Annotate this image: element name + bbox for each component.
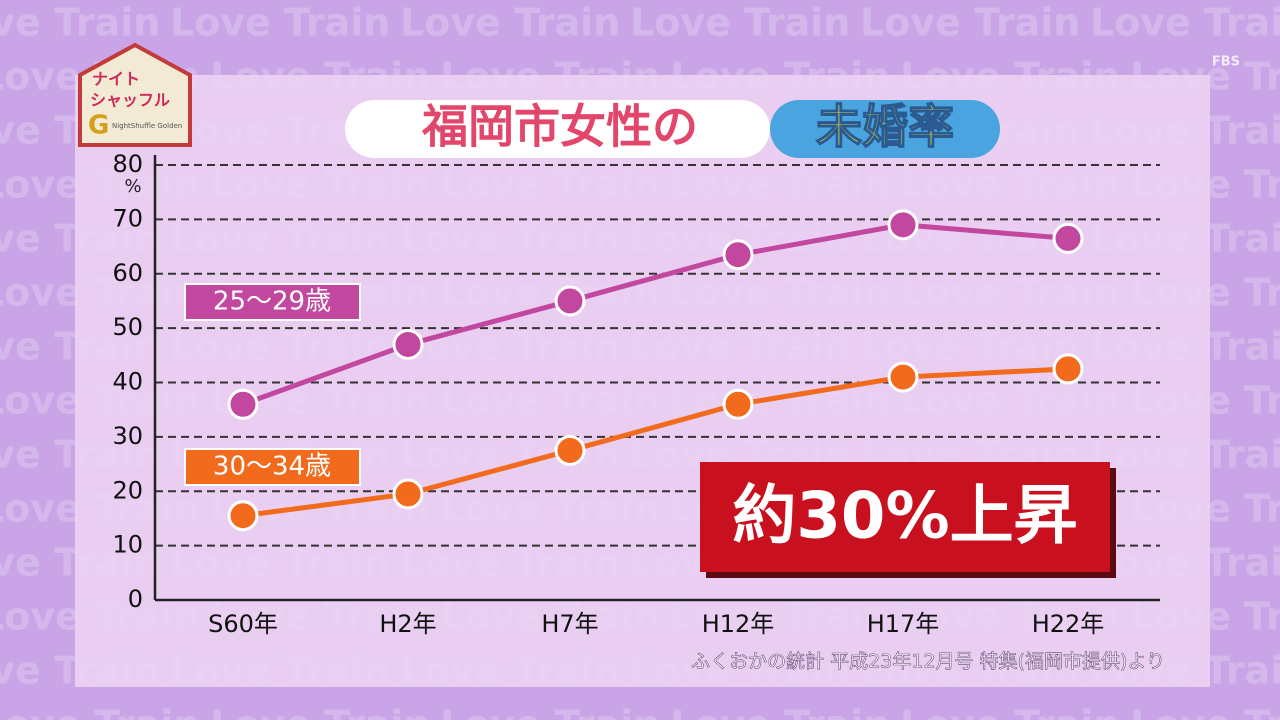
watermark-text: Love Train (630, 1, 850, 45)
data-point (227, 388, 259, 420)
chart-title: 福岡市女性の (421, 100, 698, 154)
watermark-text: Love Train (0, 1, 160, 45)
logo-house (78, 42, 192, 147)
watermark-text: Love Train (1130, 703, 1280, 720)
logo-text: ナイト (92, 70, 140, 89)
x-tick-label: H2年 (379, 610, 436, 638)
watermark-text: Love Train (900, 703, 1120, 720)
x-tick-label: H22年 (1032, 610, 1105, 638)
legend-label: 30〜34歳 (213, 452, 331, 482)
annotation: 約30%上昇 (732, 480, 1077, 554)
y-tick-label: 40 (112, 368, 143, 396)
legend-box (184, 283, 361, 321)
logo-text: シャッフル (90, 91, 170, 110)
y-tick-label: 20 (112, 476, 143, 504)
x-tick-label: H7年 (541, 610, 598, 638)
title-pill (345, 100, 770, 158)
watermark-text: Love Train (1090, 1, 1280, 45)
legend-label: 25〜29歳 (213, 287, 331, 317)
y-tick-label: 80 (112, 150, 143, 178)
plot: 0 10 20 30 40 50 60 70 80 S60年 H2年 H7年 H12年 H17年 H22年 2… (112, 150, 1160, 638)
y-tick-label: 60 (112, 259, 143, 287)
data-point (227, 500, 259, 532)
watermark-text: Love Train (670, 703, 890, 720)
logo-subtitle: NightShuffle Golden (112, 122, 182, 130)
watermark-text: Love Train (210, 703, 430, 720)
watermark-text: Love Train (860, 1, 1080, 45)
title-highlight-pill (770, 100, 1000, 158)
series-line (242, 222, 1069, 407)
watermark-text: Love Train (400, 1, 620, 45)
annotation-box (700, 462, 1110, 572)
data-point (554, 285, 586, 317)
chart-title-highlight: 未婚率 (816, 100, 954, 154)
y-tick-label: 70 (112, 204, 143, 232)
panel (75, 75, 1210, 687)
series-line (242, 366, 1069, 519)
logo-letter: G (88, 111, 109, 141)
data-point (392, 478, 424, 510)
y-unit: % (124, 176, 141, 197)
source: ふくおかの統計 平成23年12月号 特集(福岡市提供)より (691, 651, 1165, 673)
legend-box (184, 448, 361, 486)
data-point (1052, 222, 1084, 254)
x-tick-label: S60年 (208, 610, 278, 638)
y-tick-label: 10 (112, 531, 143, 559)
data-point (887, 361, 919, 393)
data-point (1052, 353, 1084, 385)
y-tick-label: 0 (128, 585, 143, 613)
data-point (722, 239, 754, 271)
data-point (887, 209, 919, 241)
x-tick-label: H12年 (702, 610, 775, 638)
y-tick-label: 30 (112, 422, 143, 450)
data-point (722, 388, 754, 420)
channel-logo: FBS (1212, 55, 1240, 70)
watermark-text: Love Train (0, 703, 200, 720)
data-point (392, 328, 424, 360)
data-point (554, 434, 586, 466)
x-tick-label: H17年 (867, 610, 940, 638)
y-tick-label: 50 (112, 313, 143, 341)
watermark-text: Love Train (440, 703, 660, 720)
watermark-text: Love Train (170, 1, 390, 45)
